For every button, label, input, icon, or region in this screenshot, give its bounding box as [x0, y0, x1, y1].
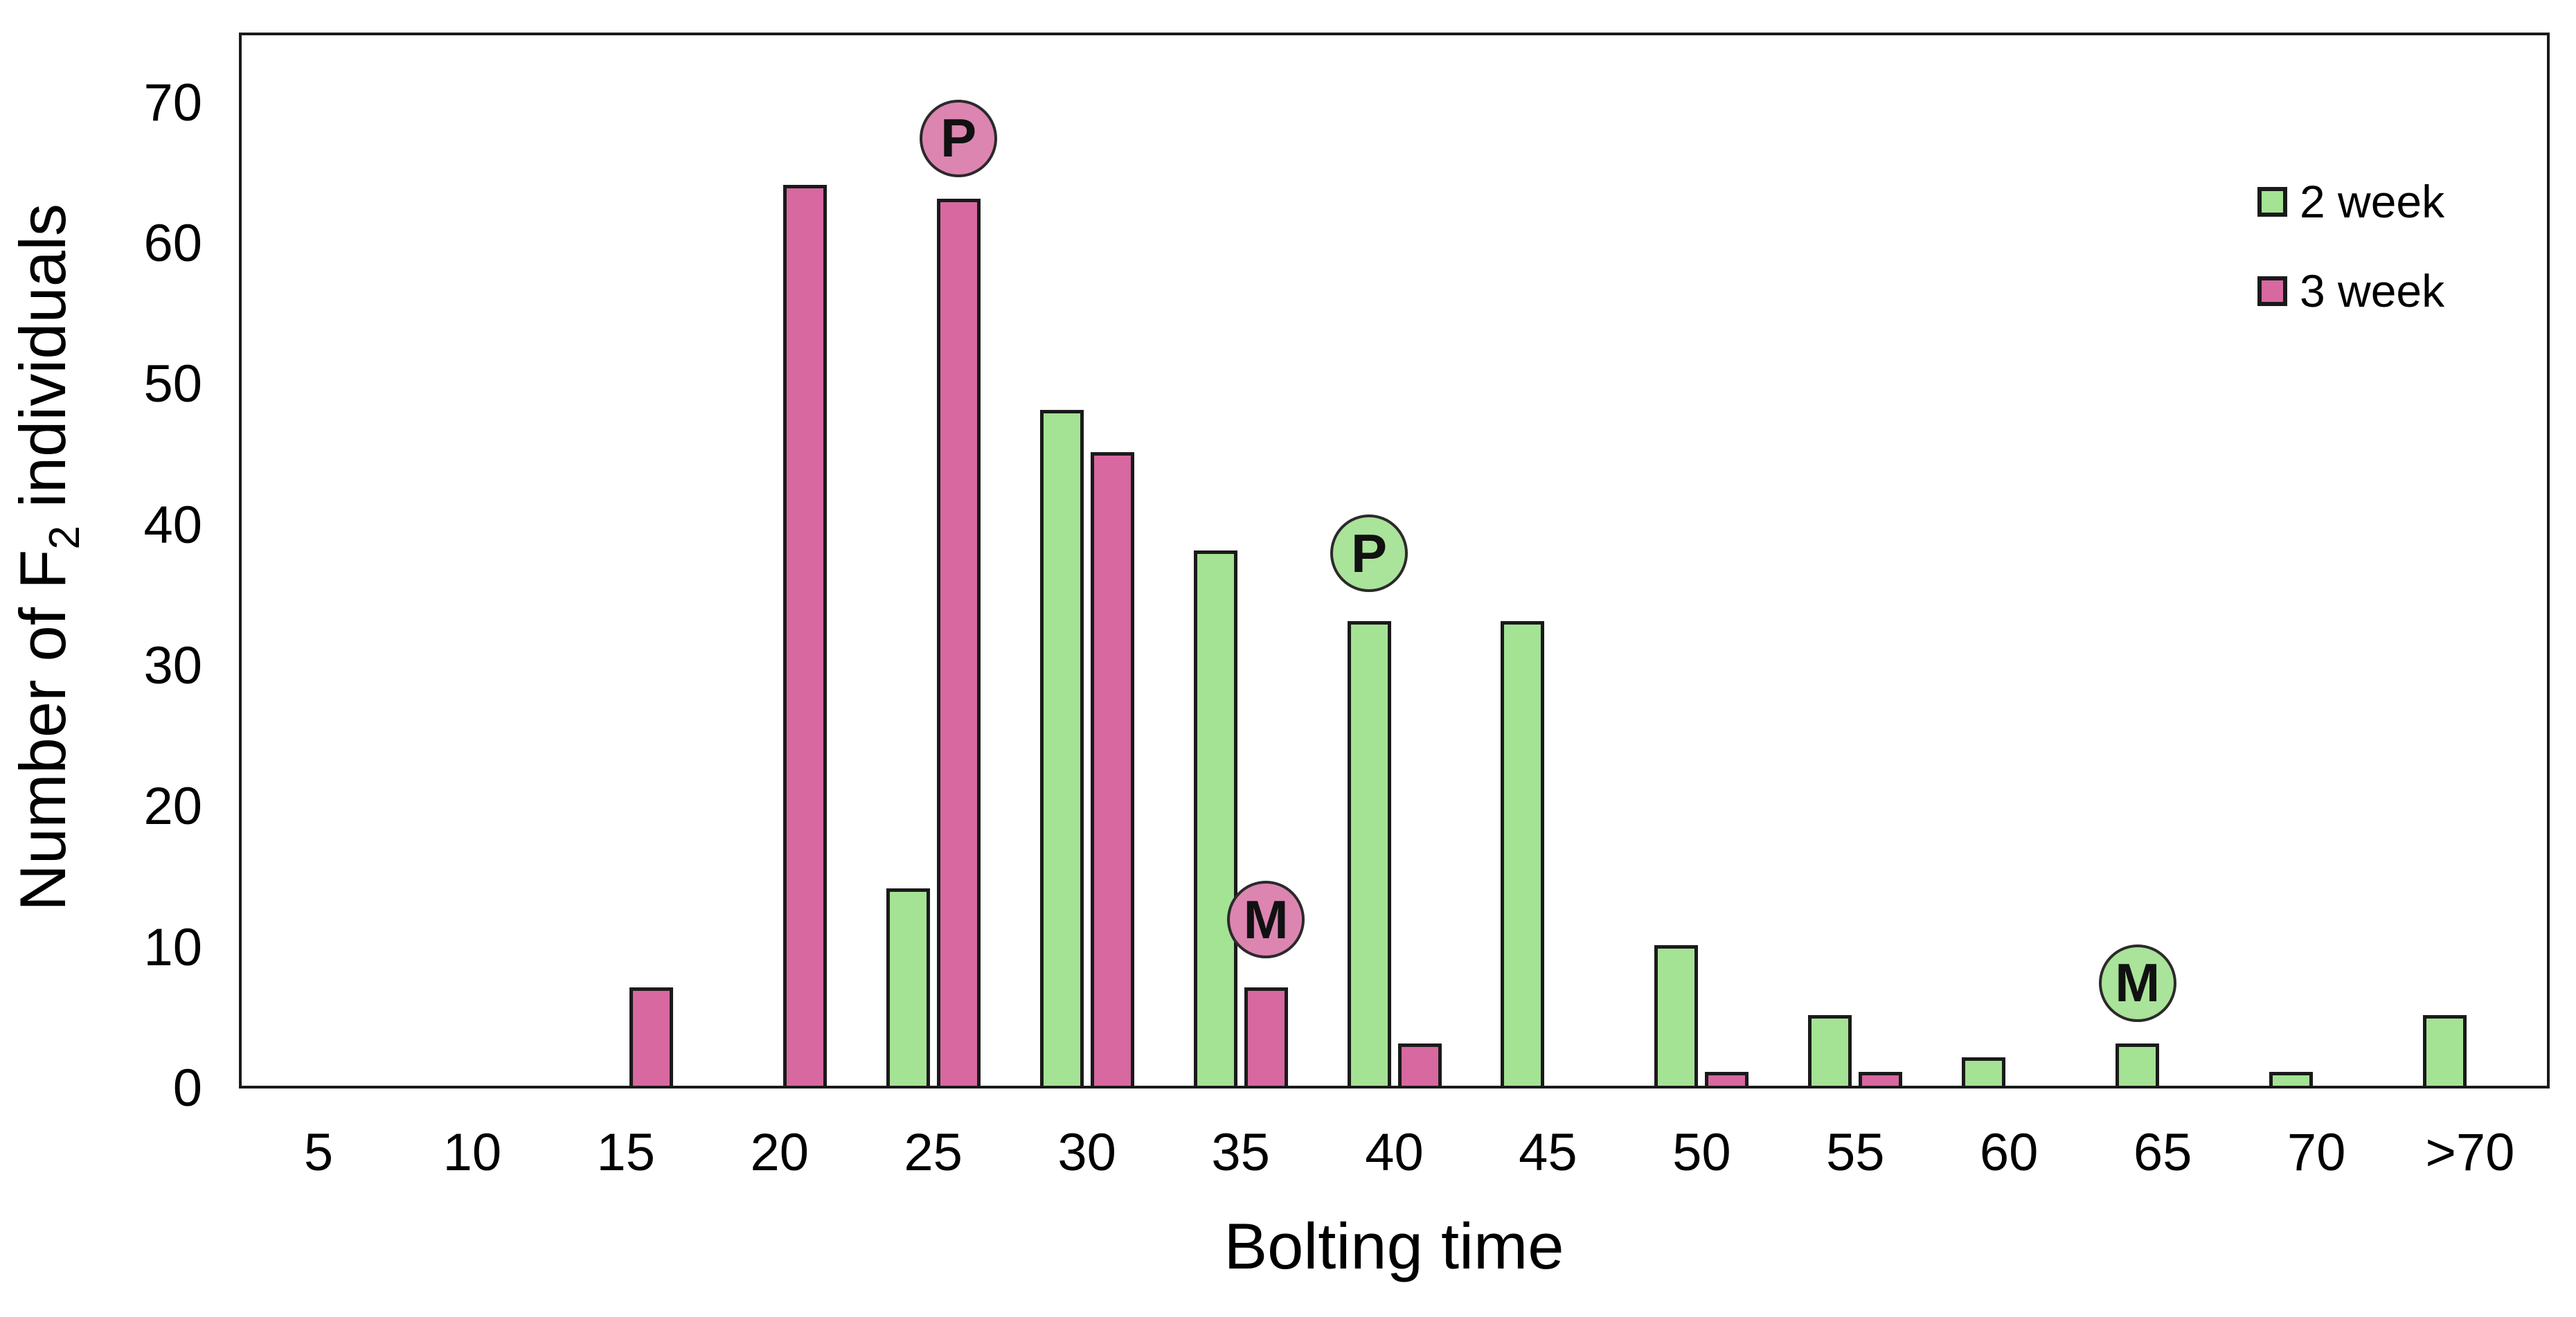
legend-swatch-2week — [2257, 186, 2287, 217]
x-tick-label-30: 30 — [1057, 1123, 1116, 1182]
bar-2week-70 — [2269, 1071, 2314, 1086]
x-tick-label-50: 50 — [1672, 1123, 1731, 1182]
bar-2week->70 — [2423, 1015, 2467, 1086]
bar-3week-40 — [1397, 1043, 1442, 1086]
x-tick-label-45: 45 — [1519, 1123, 1577, 1182]
x-tick-label-40: 40 — [1365, 1123, 1424, 1182]
y-tick-label-30: 30 — [143, 636, 202, 695]
bar-2week-45 — [1501, 621, 1545, 1086]
bar-2week-60 — [1962, 1057, 2006, 1086]
legend-item-3week: 3 week — [2257, 268, 2444, 314]
legend-swatch-3week — [2257, 276, 2287, 306]
y-tick-label-10: 10 — [143, 917, 202, 977]
y-tick-label-40: 40 — [143, 495, 202, 555]
bar-2week-35 — [1193, 550, 1237, 1086]
y-tick-label-70: 70 — [143, 73, 202, 132]
bar-3week-15 — [629, 987, 673, 1086]
annotation-circle-P-3week: P — [920, 99, 998, 177]
annotation-circle-P-2week: P — [1330, 514, 1408, 593]
x-tick-label-15: 15 — [596, 1123, 656, 1182]
y-tick-label-50: 50 — [143, 355, 202, 414]
y-axis-title-suffix: individuals — [6, 204, 79, 526]
x-tick-label-65: 65 — [2133, 1123, 2192, 1182]
x-axis-title: Bolting time — [1224, 1210, 1564, 1282]
bar-2week-30 — [1039, 410, 1084, 1086]
x-tick-label-55: 55 — [1826, 1123, 1885, 1182]
bar-2week-40 — [1347, 621, 1391, 1086]
bars-layer — [242, 35, 2547, 1086]
annotation-circle-M-2week: M — [2098, 944, 2176, 1022]
bar-2week-50 — [1654, 944, 1699, 1086]
bar-3week-55 — [1859, 1071, 1903, 1086]
x-tick-label-70: 70 — [2287, 1123, 2346, 1182]
plot-area — [239, 33, 2550, 1088]
legend: 2 week 3 week — [2257, 179, 2444, 362]
y-axis-title-prefix: Number of F — [6, 549, 79, 911]
y-tick-label-0: 0 — [172, 1059, 202, 1118]
x-tick-label-20: 20 — [750, 1123, 810, 1182]
bar-2week-25 — [886, 888, 930, 1086]
bar-2week-65 — [2116, 1043, 2160, 1086]
bar-2week-55 — [1808, 1015, 1852, 1086]
y-tick-label-60: 60 — [143, 214, 202, 273]
x-tick-label-5: 5 — [303, 1123, 334, 1182]
x-tick-label-25: 25 — [904, 1123, 963, 1182]
x-tick-label->70: >70 — [2425, 1123, 2515, 1182]
x-tick-label-35: 35 — [1211, 1123, 1270, 1182]
x-tick-label-60: 60 — [1979, 1123, 2039, 1182]
legend-label-3week: 3 week — [2300, 265, 2445, 316]
legend-item-2week: 2 week — [2257, 179, 2444, 224]
annotation-circle-M-3week: M — [1227, 881, 1305, 958]
bar-3week-30 — [1090, 452, 1134, 1086]
bar-3week-50 — [1705, 1071, 1749, 1086]
y-tick-label-20: 20 — [143, 777, 202, 836]
bar-3week-35 — [1244, 987, 1288, 1086]
bar-3week-25 — [936, 199, 981, 1086]
y-axis-title: Number of F2 individuals — [6, 204, 89, 911]
x-tick-label-10: 10 — [442, 1123, 502, 1182]
legend-label-2week: 2 week — [2300, 176, 2445, 227]
bar-3week-20 — [782, 184, 827, 1086]
